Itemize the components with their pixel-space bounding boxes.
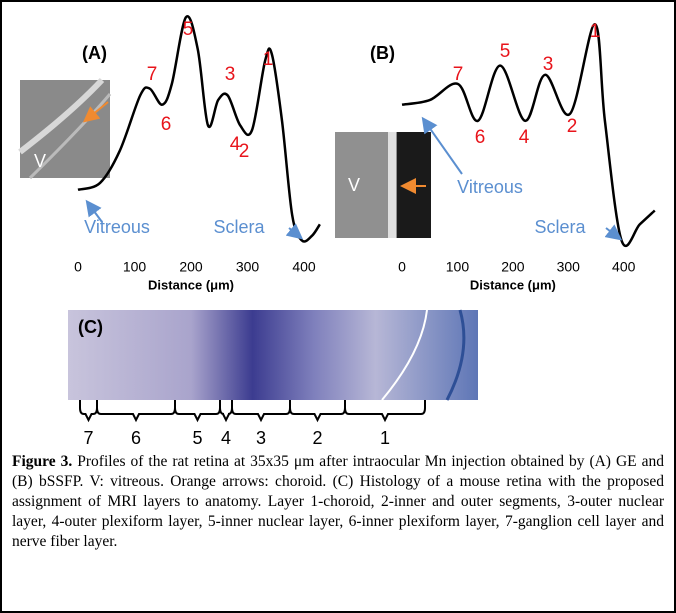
peak-label: 3 — [225, 64, 236, 85]
layer-label: 5 — [192, 428, 202, 448]
region-arrow — [85, 199, 103, 223]
inset-label: V — [348, 175, 360, 195]
caption: Figure 3. Profiles of the rat retina at … — [12, 452, 664, 552]
peak-label: 2 — [239, 141, 250, 162]
x-axis-label: Distance (μm) — [470, 277, 556, 292]
region-arrow — [285, 223, 304, 240]
layer-label: 7 — [83, 428, 93, 448]
layer-bracket — [231, 400, 291, 423]
x-axis-label: Distance (μm) — [148, 277, 234, 292]
x-tick-label: 400 — [292, 259, 316, 275]
peak-label: 1 — [263, 49, 274, 70]
peak-label: 5 — [183, 19, 194, 40]
x-tick-label: 0 — [74, 259, 82, 275]
peak-label: 7 — [453, 64, 464, 85]
region-label: Sclera — [213, 217, 265, 237]
layer-label: 3 — [256, 428, 266, 448]
caption-title: Figure 3. — [12, 453, 73, 470]
region-arrow — [604, 224, 623, 241]
layer-bracket — [289, 400, 346, 423]
x-tick-label: 0 — [398, 259, 406, 275]
layer-bracket — [79, 400, 98, 423]
x-tick-label: 300 — [236, 259, 260, 275]
peak-label: 1 — [590, 21, 601, 42]
x-tick-label: 300 — [557, 259, 581, 275]
peak-label: 7 — [147, 64, 158, 85]
panel-label: (B) — [370, 43, 395, 63]
histology-label: (C) — [78, 317, 103, 337]
layer-label: 2 — [312, 428, 322, 448]
region-label: Vitreous — [457, 177, 523, 197]
x-tick-label: 400 — [612, 259, 636, 275]
layer-bracket — [219, 400, 233, 423]
peak-label: 4 — [519, 127, 530, 148]
peak-label: 4 — [230, 134, 241, 155]
peak-label: 3 — [543, 54, 554, 75]
panel-label: (A) — [82, 43, 107, 63]
inset-label: V — [34, 151, 46, 171]
layer-label: 4 — [221, 428, 231, 448]
x-tick-label: 100 — [446, 259, 470, 275]
inset-b — [335, 132, 431, 238]
peak-label: 2 — [567, 116, 578, 137]
region-label: Sclera — [534, 217, 586, 237]
layer-bracket — [96, 400, 176, 423]
x-tick-label: 200 — [501, 259, 525, 275]
peak-label: 5 — [500, 41, 511, 62]
peak-label: 6 — [475, 127, 486, 148]
layer-label: 1 — [380, 428, 390, 448]
histology-image — [68, 309, 478, 401]
profile-line — [77, 15, 321, 243]
layer-bracket — [344, 400, 426, 423]
x-tick-label: 200 — [179, 259, 203, 275]
x-tick-label: 100 — [123, 259, 147, 275]
region-label: Vitreous — [84, 217, 150, 237]
layer-bracket — [174, 400, 221, 423]
layer-label: 6 — [131, 428, 141, 448]
peak-label: 6 — [161, 114, 172, 135]
caption-text: Profiles of the rat retina at 35x35 μm a… — [12, 453, 665, 550]
inset-a — [18, 77, 112, 180]
region-arrow — [421, 116, 463, 175]
